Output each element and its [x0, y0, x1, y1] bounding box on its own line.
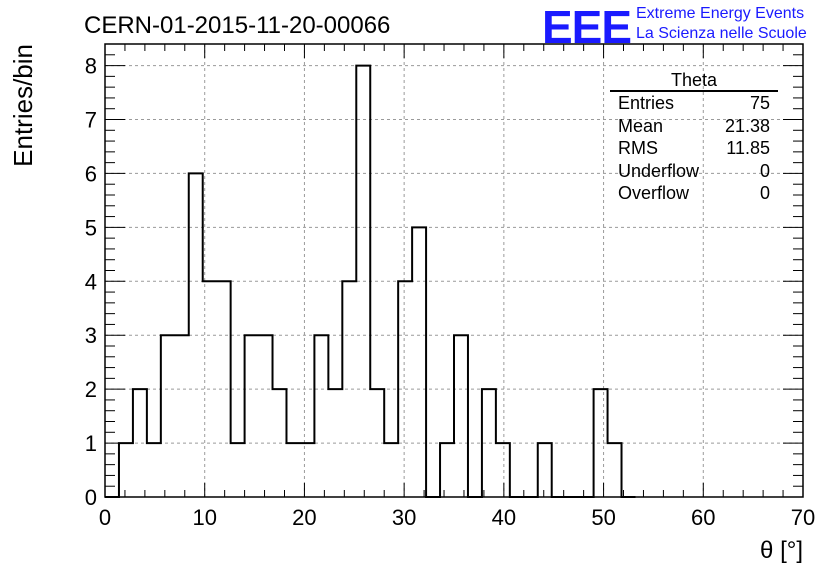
stats-value: 0 [759, 183, 770, 203]
stats-row-underflow: Underflow 0 [608, 160, 778, 183]
stats-row-overflow: Overflow 0 [608, 182, 778, 205]
histogram-outline [105, 64, 636, 498]
eee-logo-text: Extreme Energy Events La Scienza nelle S… [636, 4, 807, 44]
x-tick-label: 40 [492, 505, 516, 530]
x-tick-label: 0 [99, 505, 111, 530]
y-tick-label: 1 [85, 431, 97, 456]
stats-label: Mean [618, 115, 664, 136]
stats-row-mean: Mean 21.38 [608, 115, 778, 138]
stats-label: RMS [618, 138, 658, 158]
eee-logo: EEE [542, 1, 632, 53]
x-tick-label: 20 [292, 505, 316, 530]
run-title: CERN-01-2015-11-20-00066 [84, 12, 391, 39]
stats-row-entries: Entries 75 [608, 92, 778, 115]
stats-value: 11.85 [726, 138, 770, 158]
y-tick-label: 5 [85, 215, 97, 240]
stats-value: 0 [759, 160, 770, 181]
y-tick-label: 6 [85, 161, 97, 186]
x-tick-label: 60 [691, 505, 715, 530]
y-tick-label: 8 [85, 54, 97, 79]
y-tick-label: 4 [85, 269, 97, 294]
stats-title: Theta [610, 70, 778, 92]
x-tick-label: 10 [192, 505, 216, 530]
stats-label: Overflow [618, 183, 690, 203]
eee-logo-line1: Extreme Energy Events [636, 5, 805, 22]
stats-label: Underflow [618, 160, 700, 181]
eee-logo-line2: La Scienza nelle Scuole [636, 25, 807, 42]
y-tick-label: 0 [85, 485, 97, 510]
x-tick-label: 70 [791, 505, 815, 530]
x-tick-label: 30 [392, 505, 416, 530]
stats-box: Theta Entries 75 Mean 21.38 RMS 11.85 Un… [608, 70, 778, 205]
stats-value: 75 [749, 93, 770, 113]
y-tick-label: 2 [85, 377, 97, 402]
y-axis-label: Entries/bin [8, 44, 38, 167]
stats-row-rms: RMS 11.85 [608, 137, 778, 160]
y-tick-label: 7 [85, 108, 97, 133]
x-axis-label: θ [°] [760, 537, 803, 564]
y-tick-label: 3 [85, 323, 97, 348]
x-tick-label: 50 [591, 505, 615, 530]
stats-label: Entries [618, 93, 675, 113]
stats-value: 21.38 [724, 115, 770, 136]
